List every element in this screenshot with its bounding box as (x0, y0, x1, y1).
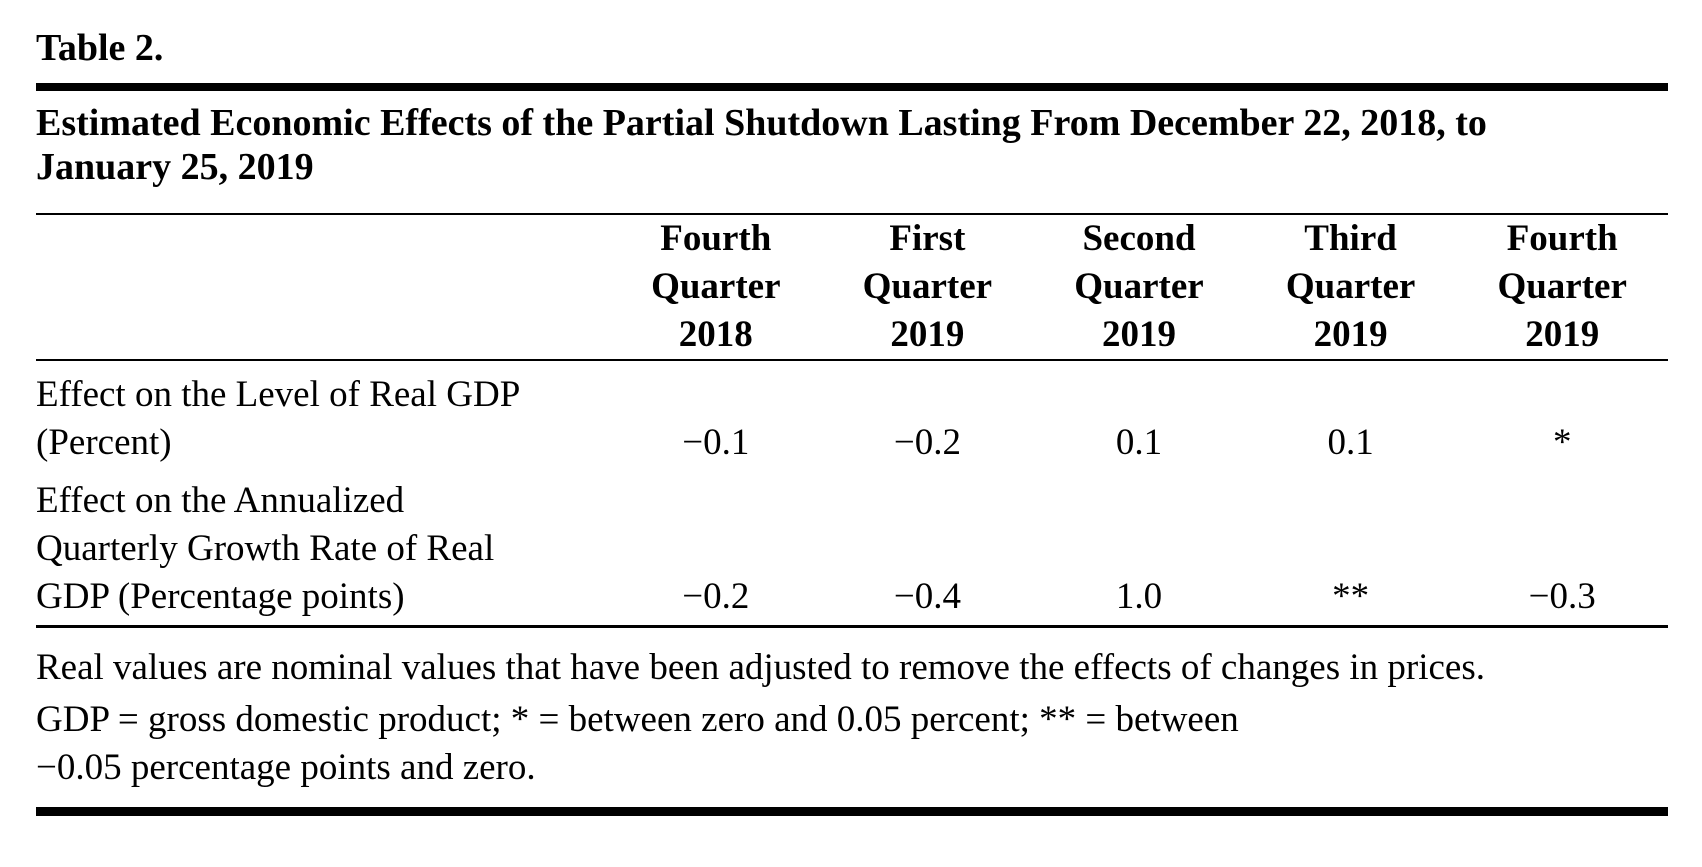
cell-gdp-level-q1-2019: −0.2 (893, 422, 961, 463)
row-label-line: GDP (Percentage points) (36, 576, 405, 617)
table-row-gdp-level: Effect on the Level of Real GDP (Percent… (36, 360, 1668, 473)
row-label-growth-rate: Effect on the Annualized Quarterly Growt… (36, 473, 610, 628)
header-row: Fourth Quarter 2018 First Quarter 2019 S… (36, 213, 1668, 361)
cell-growth-q4-2018: −0.2 (610, 473, 822, 628)
cell-growth-q1-2019: −0.4 (821, 473, 1034, 628)
cell-growth-q4-2019: −0.3 (1456, 473, 1668, 628)
column-header-line: Quarter (651, 266, 781, 307)
column-header-line: Second (1082, 218, 1196, 259)
cell-gdp-level-q3-2019: 0.1 (1327, 422, 1374, 463)
column-header-line: Third (1304, 218, 1397, 259)
table-title-line-1: Estimated Economic Effects of the Partia… (36, 102, 1487, 144)
cell-gdp-level-q4-2018: −0.1 (682, 422, 750, 463)
cell-growth-q3-2019: ** (1244, 473, 1457, 628)
cell-gdp-level-q4-2019: * (1552, 422, 1572, 463)
column-header-line: 2019 (1101, 314, 1176, 355)
column-header-line: Fourth (660, 218, 772, 259)
column-header-line: Quarter (1074, 266, 1204, 307)
effects-table: Fourth Quarter 2018 First Quarter 2019 S… (36, 213, 1668, 628)
column-header-line: 2019 (890, 314, 965, 355)
footnote-definitions-line-1: GDP = gross domestic product; * = betwee… (36, 699, 1239, 740)
footnote-definitions: GDP = gross domestic product; * = betwee… (36, 696, 1668, 792)
stub-header-cell (36, 213, 610, 361)
table-title-line-2: January 25, 2019 (36, 146, 314, 188)
table-number-label: Table 2. (36, 27, 164, 69)
column-header-line: Quarter (1285, 266, 1416, 307)
bottom-thick-rule (36, 807, 1668, 816)
column-header-line: 2018 (678, 314, 753, 355)
top-thick-rule (36, 83, 1668, 91)
column-header-line: Quarter (1497, 266, 1627, 307)
row-label-line: (Percent) (36, 422, 172, 463)
column-header-q3-2019: Third Quarter 2019 (1244, 213, 1457, 361)
column-header-q4-2018: Fourth Quarter 2018 (610, 213, 822, 361)
footnote-real-values: Real values are nominal values that have… (36, 647, 1485, 688)
column-header-line: Fourth (1506, 218, 1618, 259)
row-label-line: Effect on the Level of Real GDP (36, 374, 521, 415)
cell-growth-q2-2019: 1.0 (1033, 473, 1245, 628)
column-header-line: Quarter (862, 266, 993, 307)
table-title: Estimated Economic Effects of the Partia… (36, 101, 1668, 189)
column-header-line: 2019 (1313, 314, 1388, 355)
column-header-q1-2019: First Quarter 2019 (821, 213, 1034, 361)
row-label-gdp-level: Effect on the Level of Real GDP (Percent… (36, 360, 610, 473)
cell-gdp-level-q2-2019: 0.1 (1115, 422, 1163, 463)
row-label-line: Effect on the Annualized (36, 480, 405, 521)
column-header-line: First (889, 218, 966, 259)
row-label-line: Quarterly Growth Rate of Real (36, 528, 495, 569)
table-row-growth-rate: Effect on the Annualized Quarterly Growt… (36, 473, 1668, 628)
document-page: Table 2. Estimated Economic Effects of t… (36, 27, 1668, 816)
column-header-q2-2019: Second Quarter 2019 (1033, 213, 1245, 361)
column-header-line: 2019 (1525, 314, 1600, 355)
column-header-q4-2019: Fourth Quarter 2019 (1456, 213, 1668, 361)
footnote-definitions-line-2: −0.05 percentage points and zero. (36, 747, 536, 788)
